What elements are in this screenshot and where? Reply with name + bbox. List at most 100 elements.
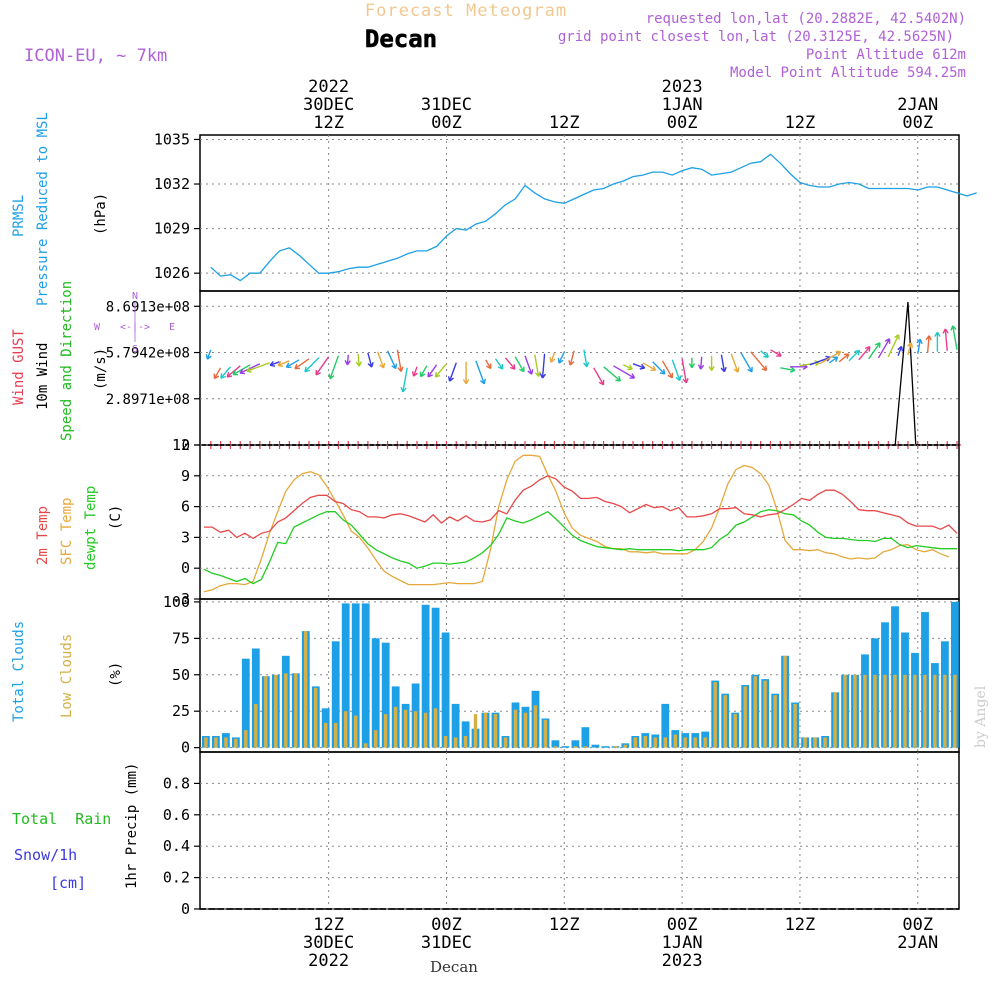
y-tick-label: 1035 — [154, 130, 190, 148]
y-tick-label: 100 — [163, 593, 190, 611]
wind-arrow — [269, 360, 280, 367]
bottom-tick-label: 12Z — [785, 915, 816, 935]
wind-arrow — [475, 360, 486, 385]
wind-arrow — [462, 361, 470, 385]
low-cloud-bar — [653, 737, 657, 748]
wind-arrow — [246, 362, 270, 373]
prmsl-label: PRMSL — [11, 195, 27, 237]
wind-arrow — [539, 353, 547, 379]
total-cloud-bar — [341, 603, 350, 748]
wind-arrow — [877, 338, 891, 359]
10m-wind-label: 10m Wind — [35, 343, 51, 410]
low-cloud-bar — [853, 674, 857, 748]
low-cloud-bar — [473, 714, 478, 748]
low-cloud-bar — [823, 737, 827, 748]
low-cloud-bar — [344, 711, 348, 748]
total-rain-label: Total Rain — [12, 810, 111, 828]
low-cloud-bar — [204, 737, 208, 748]
wind-arrow — [838, 353, 850, 363]
compass-south: S — [132, 344, 138, 355]
wind-y-ticks: 0 2.8971e+08 5.7942e+08 8.6913e+08 — [106, 299, 200, 454]
bottom-tick-label: 1JAN — [662, 933, 703, 953]
low-cloud-bar — [403, 709, 408, 748]
y-tick-label: 0.4 — [163, 837, 190, 855]
wind-arrow — [622, 364, 633, 371]
low-cloud-bar — [324, 722, 328, 748]
wind-panel: 0 2.8971e+08 5.7942e+08 8.6913e+08 N S W E … — [11, 281, 962, 454]
low-cloud-bar — [803, 737, 807, 748]
wind-arrow — [730, 353, 740, 373]
low-cloud-bar — [543, 719, 548, 748]
low-cloud-bar — [883, 674, 887, 748]
low-cloud-bar — [304, 631, 308, 748]
wind-arrow — [613, 365, 636, 379]
low-cloud-bar — [873, 674, 877, 748]
wind-arrow — [671, 359, 682, 382]
low-cloud-bar — [523, 712, 528, 748]
low-cloud-bar — [354, 715, 358, 748]
low-cloud-bar — [214, 737, 218, 748]
bottom-tick-label: 00Z — [431, 915, 462, 935]
total-cloud-bar — [441, 632, 450, 748]
y-tick-label: 0 — [181, 559, 190, 577]
low-cloud-bar — [863, 674, 867, 748]
low-cloud-bar — [503, 737, 508, 748]
low-cloud-bar — [643, 736, 647, 748]
wind-arrow — [848, 349, 861, 362]
low-cloud-bar — [314, 687, 318, 748]
y-tick-label: 0.2 — [163, 869, 190, 887]
bottom-tick-label: 2023 — [662, 951, 703, 971]
total-cloud-bar — [351, 603, 360, 748]
wind-arrow — [304, 357, 320, 373]
2m-temp-label: 2m Temp — [35, 506, 51, 565]
total-cloud-bar — [421, 604, 430, 748]
y-tick-label: 12 — [172, 436, 190, 454]
total-cloud-bar — [371, 638, 380, 748]
wind-arrow — [632, 363, 646, 370]
wind-arrow — [213, 367, 222, 380]
wind-arrow — [367, 352, 374, 368]
wind-arrow — [220, 366, 231, 379]
total-clouds-label: Total Clouds — [11, 621, 27, 722]
wind-gridlines — [200, 291, 959, 446]
wind-arrow — [593, 367, 605, 386]
wind-arrow — [907, 342, 914, 355]
y-tick-label: 9 — [181, 467, 190, 485]
top-tick-label: 2023 — [662, 77, 703, 97]
total-cloud-bar — [561, 746, 570, 748]
low-cloud-bar — [793, 703, 797, 748]
sfc-temp-label: SFC Temp — [59, 498, 75, 565]
wind-arrow — [568, 350, 575, 366]
top-tick-label: 2JAN — [897, 95, 938, 115]
wind-arrow — [205, 349, 212, 360]
low-cloud-bar — [763, 680, 767, 748]
total-cloud-bar — [591, 744, 600, 748]
y-tick-label: 6 — [181, 498, 190, 516]
y-tick-label: 0.6 — [163, 806, 190, 824]
low-cloud-bar — [334, 722, 338, 748]
ms-unit: (m/s) — [93, 348, 109, 390]
wind-arrow — [447, 362, 457, 382]
wind-arrow — [419, 365, 428, 378]
low-cloud-bar — [633, 737, 637, 748]
wind-arrow — [681, 358, 689, 384]
wind-arrow — [485, 359, 492, 370]
low-cloud-bar — [374, 730, 378, 748]
wind-arrow — [583, 349, 590, 368]
total-cloud-bar — [581, 727, 590, 748]
wind-arrow — [277, 360, 290, 367]
low-cloud-bar — [773, 695, 777, 748]
low-cloud-bar — [703, 737, 707, 748]
wind-arrow — [780, 366, 796, 373]
low-cloud-bar — [364, 743, 368, 748]
hpa-unit: (hPa) — [93, 193, 109, 235]
low-cloud-bar — [733, 714, 737, 748]
low-cloud-bar — [783, 655, 787, 748]
low-cloud-bar — [553, 746, 558, 748]
wind-arrow — [355, 353, 363, 367]
compass-rose: N S W E <-|-> — [94, 291, 175, 355]
wind-arrow — [534, 354, 542, 377]
top-tick-label: 12Z — [313, 113, 344, 133]
model-name: ICON-EU, ~ 7km — [24, 46, 167, 66]
pressure-gridlines — [200, 135, 959, 291]
